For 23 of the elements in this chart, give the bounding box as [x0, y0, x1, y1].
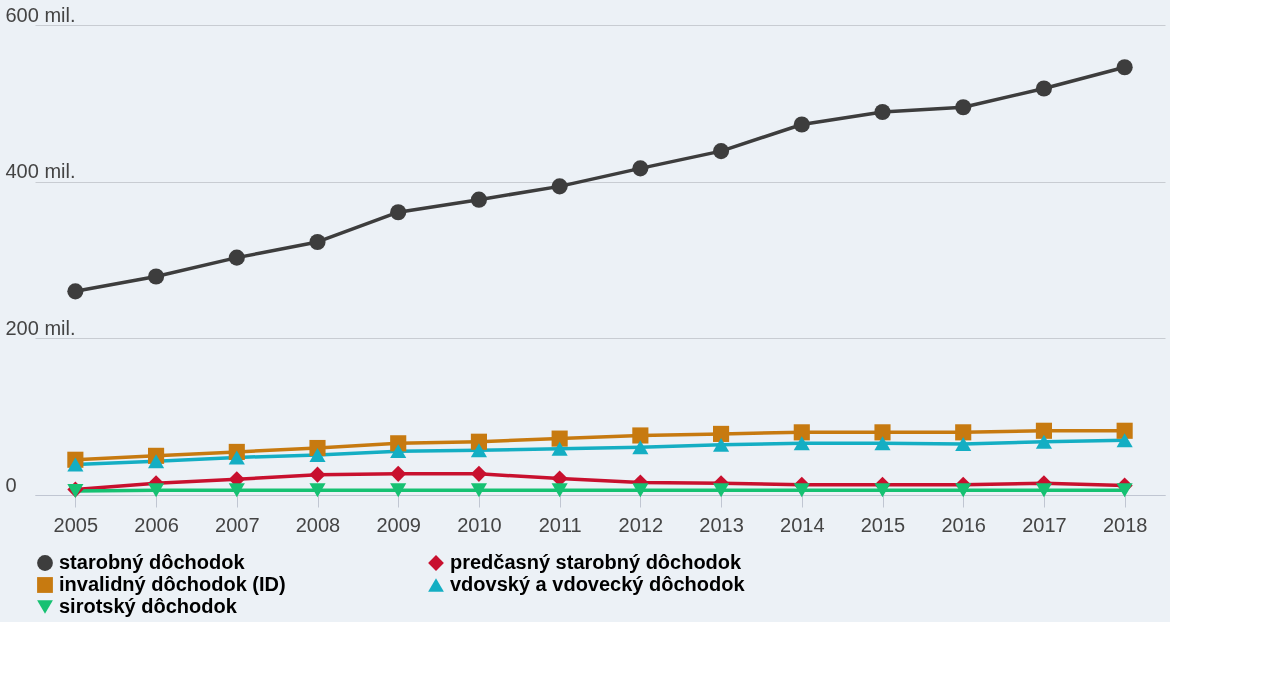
legend-label: starobný dôchodok	[59, 551, 246, 573]
x-tick-label: 2012	[618, 513, 664, 536]
x-tick-label: 2017	[1022, 513, 1067, 536]
y-tick-label: 0	[5, 473, 17, 496]
x-tick-label: 2011	[538, 513, 582, 536]
legend-label: vdovský a vdovecký dôchodok	[450, 573, 746, 595]
x-tick-label: 2015	[860, 513, 906, 536]
x-tick-label: 2013	[699, 513, 744, 536]
x-tick-label: 2016	[941, 513, 986, 536]
x-tick-label: 2006	[134, 513, 179, 536]
y-tick-label: 600 mil.	[5, 3, 76, 26]
y-tick-label: 200 mil.	[5, 316, 76, 339]
x-tick-label: 2007	[215, 513, 260, 536]
x-tick-label: 2009	[376, 513, 421, 536]
legend-label: invalidný dôchodok (ID)	[59, 573, 286, 595]
x-tick-label: 2008	[295, 513, 341, 536]
legend-label: predčasný starobný dôchodok	[450, 551, 743, 573]
x-tick-label: 2018	[1102, 513, 1148, 536]
x-tick-label: 2014	[780, 513, 825, 536]
y-tick-label: 400 mil.	[5, 160, 76, 183]
x-tick-label: 2005	[53, 513, 99, 536]
x-tick-label: 2010	[457, 513, 502, 536]
legend-label: sirotský dôchodok	[59, 595, 238, 617]
